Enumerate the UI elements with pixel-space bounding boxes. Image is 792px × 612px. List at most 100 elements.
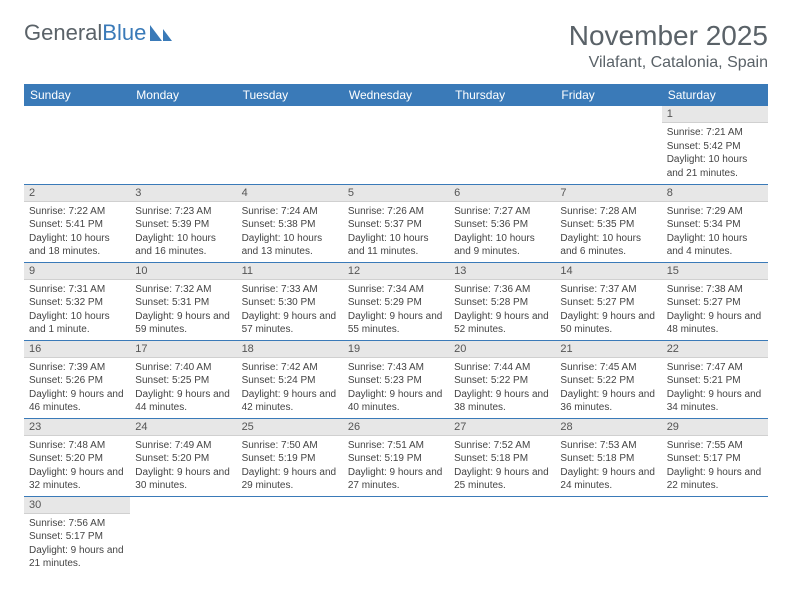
day-number: 30 <box>24 497 130 514</box>
daylight-text: Daylight: 9 hours and 38 minutes. <box>454 388 550 415</box>
day-cell <box>449 496 555 574</box>
day-details: Sunrise: 7:37 AMSunset: 5:27 PMDaylight:… <box>555 280 661 340</box>
day-cell: 12Sunrise: 7:34 AMSunset: 5:29 PMDayligh… <box>343 262 449 340</box>
day-details: Sunrise: 7:32 AMSunset: 5:31 PMDaylight:… <box>130 280 236 340</box>
sunset-text: Sunset: 5:17 PM <box>667 452 763 466</box>
day-cell: 20Sunrise: 7:44 AMSunset: 5:22 PMDayligh… <box>449 340 555 418</box>
col-friday: Friday <box>555 84 661 106</box>
day-details: Sunrise: 7:31 AMSunset: 5:32 PMDaylight:… <box>24 280 130 340</box>
day-cell: 22Sunrise: 7:47 AMSunset: 5:21 PMDayligh… <box>662 340 768 418</box>
daylight-text: Daylight: 9 hours and 42 minutes. <box>242 388 338 415</box>
day-cell: 4Sunrise: 7:24 AMSunset: 5:38 PMDaylight… <box>237 184 343 262</box>
day-cell: 6Sunrise: 7:27 AMSunset: 5:36 PMDaylight… <box>449 184 555 262</box>
day-number: 18 <box>237 341 343 358</box>
day-cell: 29Sunrise: 7:55 AMSunset: 5:17 PMDayligh… <box>662 418 768 496</box>
week-row: 16Sunrise: 7:39 AMSunset: 5:26 PMDayligh… <box>24 340 768 418</box>
sunrise-text: Sunrise: 7:48 AM <box>29 439 125 453</box>
day-details: Sunrise: 7:52 AMSunset: 5:18 PMDaylight:… <box>449 436 555 496</box>
day-cell: 25Sunrise: 7:50 AMSunset: 5:19 PMDayligh… <box>237 418 343 496</box>
header: GeneralBlue November 2025 Vilafant, Cata… <box>24 20 768 72</box>
sunset-text: Sunset: 5:21 PM <box>667 374 763 388</box>
brand-logo: GeneralBlue <box>24 20 174 46</box>
day-details: Sunrise: 7:42 AMSunset: 5:24 PMDaylight:… <box>237 358 343 418</box>
daylight-text: Daylight: 10 hours and 16 minutes. <box>135 232 231 259</box>
day-cell: 18Sunrise: 7:42 AMSunset: 5:24 PMDayligh… <box>237 340 343 418</box>
daylight-text: Daylight: 9 hours and 25 minutes. <box>454 466 550 493</box>
day-number: 25 <box>237 419 343 436</box>
week-row: 30Sunrise: 7:56 AMSunset: 5:17 PMDayligh… <box>24 496 768 574</box>
day-cell <box>24 106 130 184</box>
col-wednesday: Wednesday <box>343 84 449 106</box>
brand-text-1: General <box>24 20 102 46</box>
day-number: 23 <box>24 419 130 436</box>
sunrise-text: Sunrise: 7:55 AM <box>667 439 763 453</box>
day-number: 20 <box>449 341 555 358</box>
day-cell: 27Sunrise: 7:52 AMSunset: 5:18 PMDayligh… <box>449 418 555 496</box>
sunrise-text: Sunrise: 7:40 AM <box>135 361 231 375</box>
daylight-text: Daylight: 9 hours and 24 minutes. <box>560 466 656 493</box>
sunrise-text: Sunrise: 7:38 AM <box>667 283 763 297</box>
week-row: 1Sunrise: 7:21 AMSunset: 5:42 PMDaylight… <box>24 106 768 184</box>
day-details: Sunrise: 7:26 AMSunset: 5:37 PMDaylight:… <box>343 202 449 262</box>
day-cell: 26Sunrise: 7:51 AMSunset: 5:19 PMDayligh… <box>343 418 449 496</box>
sunset-text: Sunset: 5:41 PM <box>29 218 125 232</box>
col-tuesday: Tuesday <box>237 84 343 106</box>
sunrise-text: Sunrise: 7:49 AM <box>135 439 231 453</box>
day-number: 21 <box>555 341 661 358</box>
col-saturday: Saturday <box>662 84 768 106</box>
day-cell: 19Sunrise: 7:43 AMSunset: 5:23 PMDayligh… <box>343 340 449 418</box>
sunset-text: Sunset: 5:27 PM <box>667 296 763 310</box>
day-cell <box>662 496 768 574</box>
sunset-text: Sunset: 5:26 PM <box>29 374 125 388</box>
daylight-text: Daylight: 9 hours and 29 minutes. <box>242 466 338 493</box>
day-number: 11 <box>237 263 343 280</box>
day-number: 14 <box>555 263 661 280</box>
day-number: 15 <box>662 263 768 280</box>
day-cell: 28Sunrise: 7:53 AMSunset: 5:18 PMDayligh… <box>555 418 661 496</box>
day-details: Sunrise: 7:34 AMSunset: 5:29 PMDaylight:… <box>343 280 449 340</box>
day-number: 4 <box>237 185 343 202</box>
day-details: Sunrise: 7:48 AMSunset: 5:20 PMDaylight:… <box>24 436 130 496</box>
daylight-text: Daylight: 9 hours and 50 minutes. <box>560 310 656 337</box>
daylight-text: Daylight: 9 hours and 44 minutes. <box>135 388 231 415</box>
sunset-text: Sunset: 5:22 PM <box>560 374 656 388</box>
col-thursday: Thursday <box>449 84 555 106</box>
day-details: Sunrise: 7:43 AMSunset: 5:23 PMDaylight:… <box>343 358 449 418</box>
sunset-text: Sunset: 5:24 PM <box>242 374 338 388</box>
day-details: Sunrise: 7:47 AMSunset: 5:21 PMDaylight:… <box>662 358 768 418</box>
day-cell: 23Sunrise: 7:48 AMSunset: 5:20 PMDayligh… <box>24 418 130 496</box>
day-cell: 24Sunrise: 7:49 AMSunset: 5:20 PMDayligh… <box>130 418 236 496</box>
day-details: Sunrise: 7:33 AMSunset: 5:30 PMDaylight:… <box>237 280 343 340</box>
location: Vilafant, Catalonia, Spain <box>569 54 768 72</box>
sunset-text: Sunset: 5:34 PM <box>667 218 763 232</box>
sunset-text: Sunset: 5:39 PM <box>135 218 231 232</box>
sunrise-text: Sunrise: 7:23 AM <box>135 205 231 219</box>
day-number: 24 <box>130 419 236 436</box>
day-cell <box>130 106 236 184</box>
day-details: Sunrise: 7:49 AMSunset: 5:20 PMDaylight:… <box>130 436 236 496</box>
day-header-row: Sunday Monday Tuesday Wednesday Thursday… <box>24 84 768 106</box>
day-cell: 10Sunrise: 7:32 AMSunset: 5:31 PMDayligh… <box>130 262 236 340</box>
sail-icon <box>148 23 174 43</box>
sunset-text: Sunset: 5:19 PM <box>242 452 338 466</box>
day-details: Sunrise: 7:53 AMSunset: 5:18 PMDaylight:… <box>555 436 661 496</box>
day-details: Sunrise: 7:28 AMSunset: 5:35 PMDaylight:… <box>555 202 661 262</box>
sunrise-text: Sunrise: 7:56 AM <box>29 517 125 531</box>
day-number: 27 <box>449 419 555 436</box>
sunset-text: Sunset: 5:35 PM <box>560 218 656 232</box>
sunrise-text: Sunrise: 7:39 AM <box>29 361 125 375</box>
day-number: 19 <box>343 341 449 358</box>
sunrise-text: Sunrise: 7:52 AM <box>454 439 550 453</box>
daylight-text: Daylight: 9 hours and 55 minutes. <box>348 310 444 337</box>
daylight-text: Daylight: 9 hours and 36 minutes. <box>560 388 656 415</box>
sunrise-text: Sunrise: 7:33 AM <box>242 283 338 297</box>
sunset-text: Sunset: 5:19 PM <box>348 452 444 466</box>
day-details: Sunrise: 7:24 AMSunset: 5:38 PMDaylight:… <box>237 202 343 262</box>
daylight-text: Daylight: 9 hours and 46 minutes. <box>29 388 125 415</box>
day-number: 3 <box>130 185 236 202</box>
sunset-text: Sunset: 5:23 PM <box>348 374 444 388</box>
day-cell: 3 Sunrise: 7:23 AMSunset: 5:39 PMDaylight… <box>130 184 236 262</box>
sunrise-text: Sunrise: 7:44 AM <box>454 361 550 375</box>
day-details: Sunrise: 7:36 AMSunset: 5:28 PMDaylight:… <box>449 280 555 340</box>
sunrise-text: Sunrise: 7:28 AM <box>560 205 656 219</box>
